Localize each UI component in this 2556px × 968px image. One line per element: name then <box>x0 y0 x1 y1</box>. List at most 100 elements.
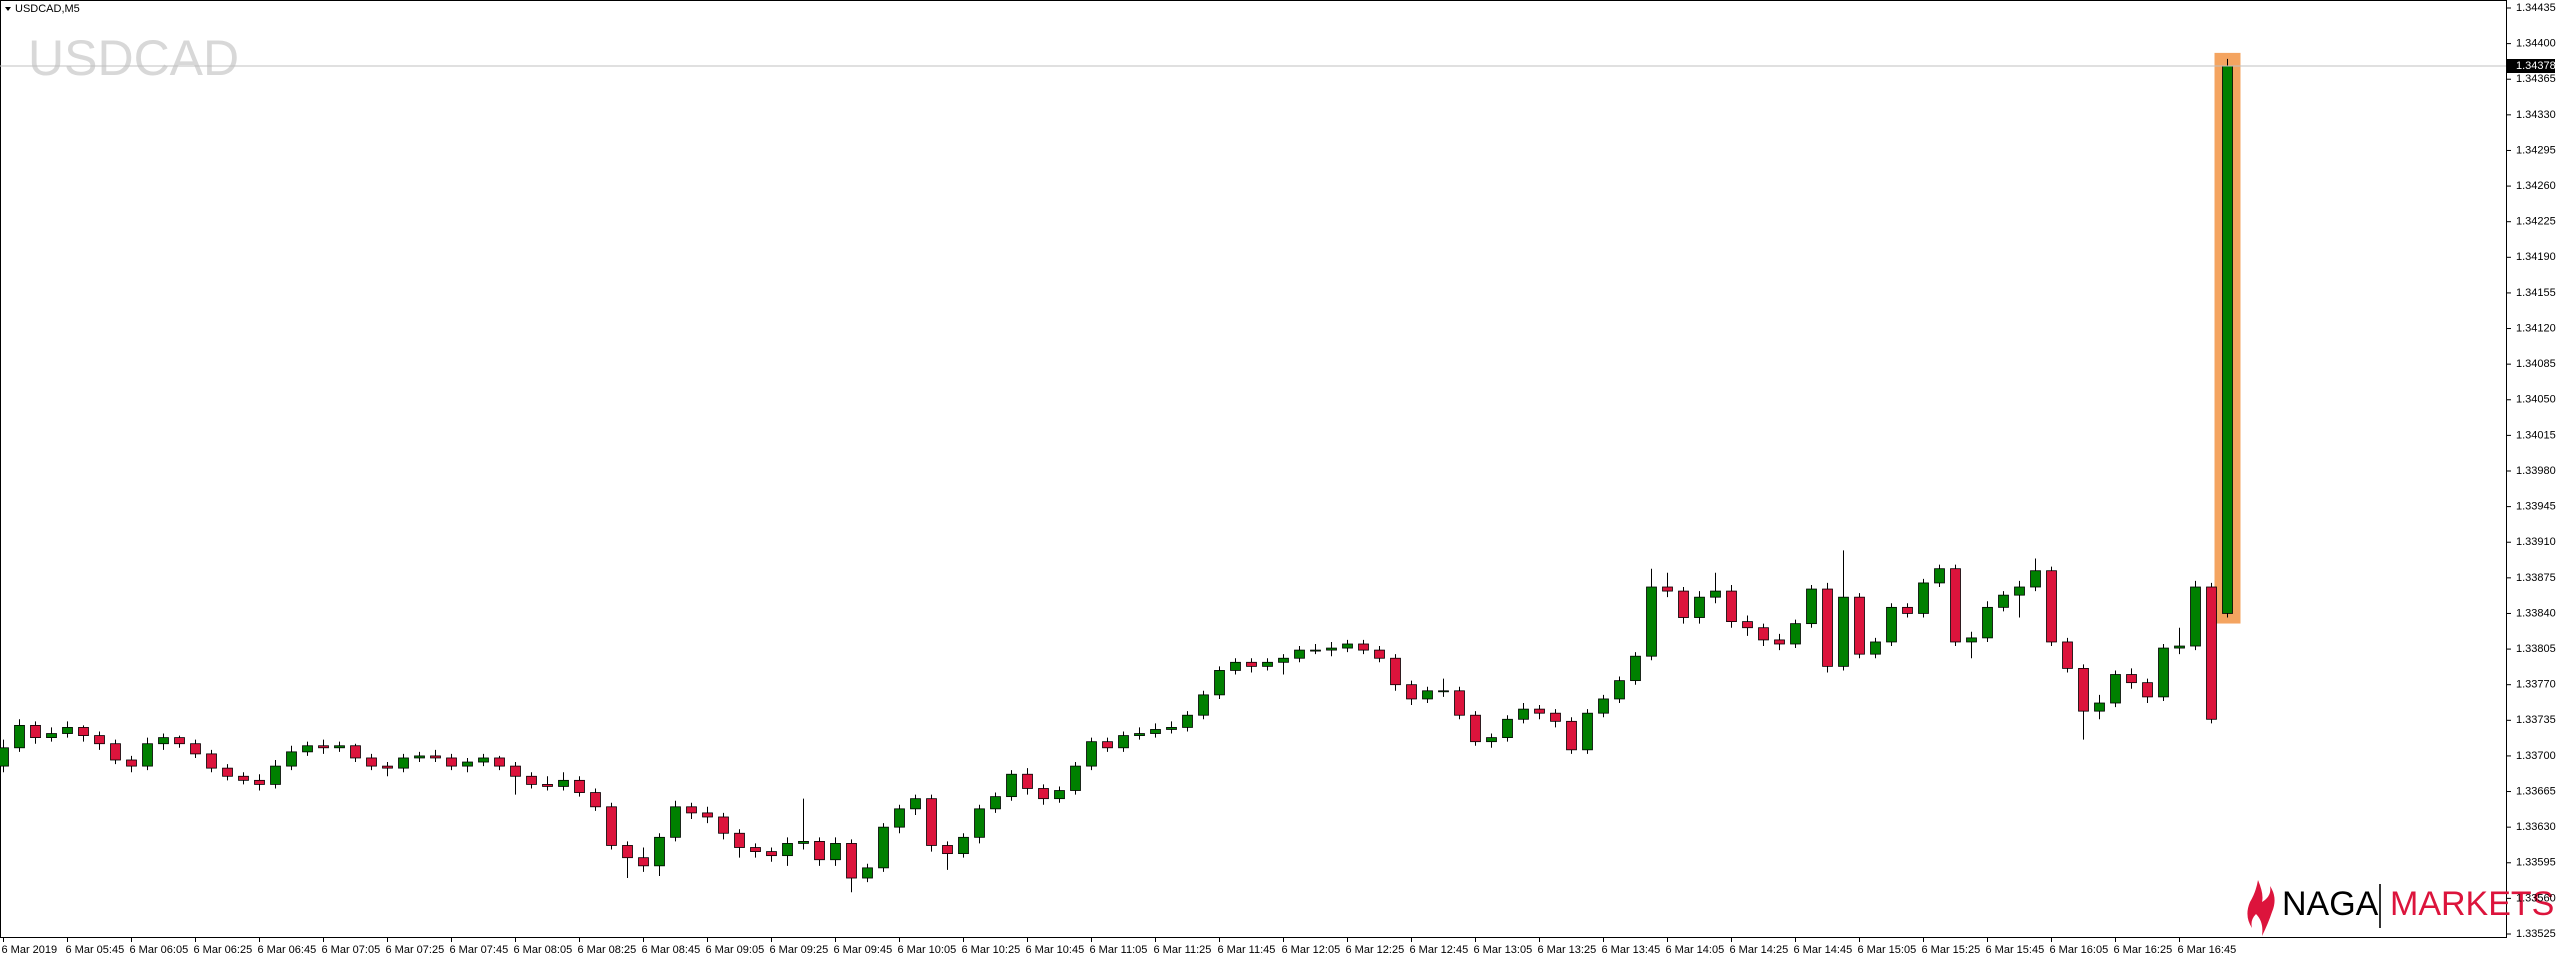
candle-body <box>1454 690 1465 716</box>
candle-body <box>1358 643 1369 651</box>
candle-body <box>366 757 377 767</box>
candle-body <box>1006 773 1017 798</box>
x-tick-label: 6 Mar 14:25 <box>1730 944 1789 956</box>
candle-body <box>382 765 393 769</box>
y-tick-label: 1.33630 <box>2516 821 2556 833</box>
x-tick-label: 6 Mar 06:45 <box>258 944 317 956</box>
y-tick-label: 1.34295 <box>2516 144 2556 156</box>
y-tick-label: 1.34365 <box>2516 73 2556 85</box>
y-tick-label: 1.34190 <box>2516 251 2556 263</box>
candle-body <box>1102 741 1113 749</box>
candle-body <box>1758 627 1769 641</box>
candle-body <box>110 743 121 761</box>
x-tick-label: 6 Mar 14:05 <box>1666 944 1725 956</box>
candle-body <box>142 743 153 767</box>
candle-body <box>1598 698 1609 714</box>
x-tick-label: 6 Mar 15:45 <box>1986 944 2045 956</box>
candle-body <box>606 806 617 846</box>
x-tick-label: 6 Mar 06:25 <box>194 944 253 956</box>
logo: NAGA MARKETS <box>2247 880 2554 936</box>
y-tick-label: 1.34050 <box>2516 394 2556 406</box>
candle-body <box>46 733 57 739</box>
candle-body <box>206 753 217 769</box>
candle-body <box>686 806 697 814</box>
candle-body <box>1374 649 1385 659</box>
candle-body <box>1390 657 1401 686</box>
candle-body <box>910 798 921 810</box>
candle-body <box>510 765 521 777</box>
candle-body <box>270 765 281 785</box>
y-tick-label: 1.33945 <box>2516 501 2556 513</box>
candle-body <box>1406 684 1417 700</box>
candle-body <box>958 836 969 855</box>
candle-body <box>126 759 137 767</box>
candle-body <box>846 843 857 879</box>
candle-body <box>1822 588 1833 667</box>
candle-body <box>782 843 793 857</box>
candle-body <box>1070 765 1081 791</box>
candle-body <box>30 724 41 739</box>
x-tick-label: 6 Mar 08:05 <box>514 944 573 956</box>
candle-body <box>1422 690 1433 700</box>
candle-body <box>1342 643 1353 649</box>
candle-body <box>1854 596 1865 655</box>
candle-body <box>2222 65 2233 614</box>
candle-body <box>1518 708 1529 720</box>
candle-body <box>414 755 425 759</box>
candle-body <box>1838 596 1849 667</box>
y-tick-label: 1.33700 <box>2516 750 2556 762</box>
candle-body <box>1246 661 1257 667</box>
candle-body <box>1134 733 1145 736</box>
candle-body <box>1710 590 1721 598</box>
y-tick-label: 1.33560 <box>2516 892 2556 904</box>
candle-body <box>222 767 233 777</box>
x-tick-label: 6 Mar 16:45 <box>2178 944 2237 956</box>
candle-body <box>1790 623 1801 645</box>
candle-body <box>2206 586 2217 720</box>
candle-body <box>1566 720 1577 751</box>
candle-body <box>1214 670 1225 696</box>
x-tick-label: 6 Mar 07:25 <box>386 944 445 956</box>
x-tick-label: 6 Mar 05:45 <box>66 944 125 956</box>
candle-body <box>1230 661 1241 671</box>
candle-body <box>350 745 361 759</box>
candle-body <box>798 841 809 844</box>
candle-body <box>1278 657 1289 663</box>
logo-right: MARKETS <box>2390 885 2554 923</box>
candle-body <box>2142 682 2153 698</box>
candle-body <box>1166 727 1177 730</box>
candle-body <box>1486 737 1497 743</box>
candle-body <box>670 806 681 838</box>
y-tick-label: 1.33840 <box>2516 607 2556 619</box>
y-tick-label: 1.34260 <box>2516 180 2556 192</box>
candle-body <box>2046 570 2057 643</box>
candle-body <box>1742 621 1753 629</box>
x-tick-label: 6 Mar 12:45 <box>1410 944 1469 956</box>
candle-body <box>1038 788 1049 800</box>
x-tick-label: 6 Mar 13:25 <box>1538 944 1597 956</box>
x-tick-label: 6 Mar 10:25 <box>962 944 1021 956</box>
candle-body <box>878 826 889 869</box>
candle-body <box>1534 708 1545 714</box>
candle-body <box>446 757 457 767</box>
candle-body <box>478 757 489 763</box>
menu-arrow[interactable] <box>5 7 11 11</box>
candle-body <box>1950 568 1961 643</box>
candle-body <box>2126 674 2137 684</box>
candle-body <box>2158 647 2169 698</box>
candle-body <box>590 792 601 808</box>
candle-body <box>1182 714 1193 728</box>
chart-title: USDCAD,M5 <box>15 3 80 15</box>
candle-body <box>1678 590 1689 618</box>
candle-body <box>862 867 873 879</box>
candle-body <box>558 779 569 787</box>
y-tick-label: 1.34085 <box>2516 358 2556 370</box>
candle-body <box>1694 596 1705 618</box>
y-tick-label: 1.33770 <box>2516 679 2556 691</box>
candle-body <box>1150 729 1161 734</box>
candle-body <box>302 745 313 753</box>
x-tick-label: 6 Mar 09:25 <box>770 944 829 956</box>
x-tick-label: 6 Mar 11:25 <box>1154 944 1212 956</box>
candle-body <box>718 816 729 834</box>
